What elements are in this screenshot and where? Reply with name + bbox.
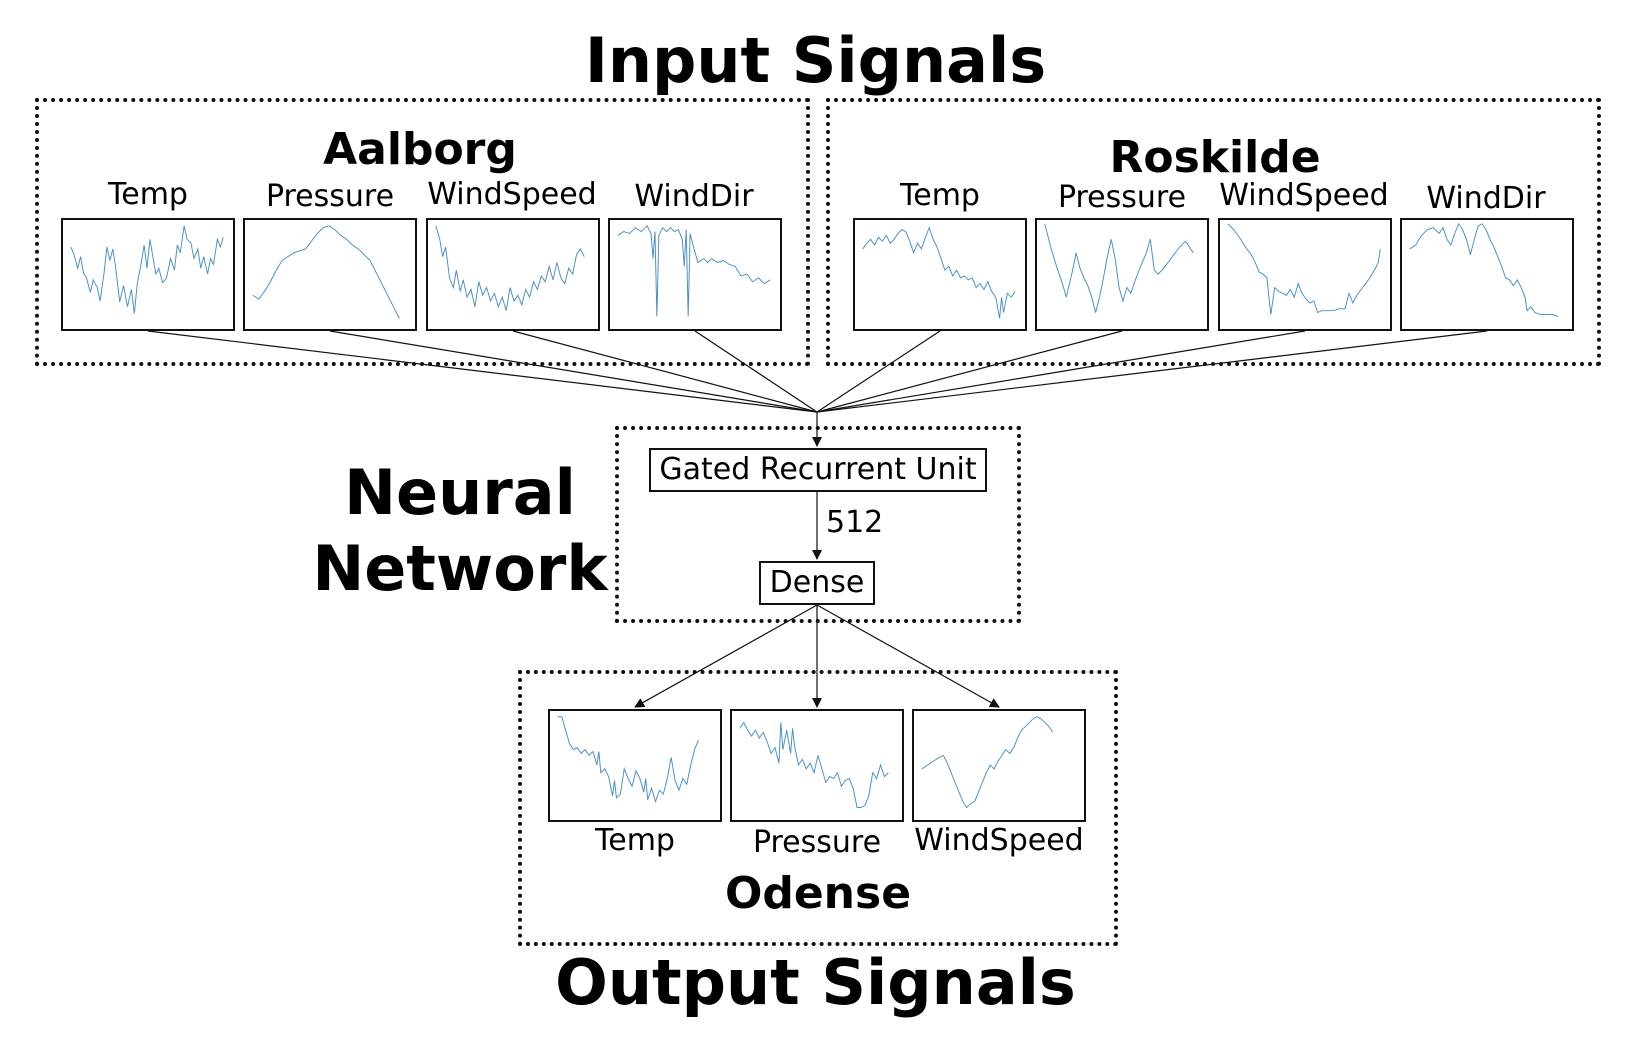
aalborg-temp-plot: [61, 218, 235, 331]
aalborg-windspeed-signal: [435, 225, 585, 311]
roskilde-pressure-label: Pressure: [1057, 180, 1187, 215]
odense-pressure-plot: [730, 709, 904, 822]
odense-name: Odense: [724, 868, 912, 919]
aalborg-winddir-label: WindDir: [634, 179, 754, 214]
odense-temp-label: Temp: [595, 823, 675, 858]
neural-network-title-line2: Network: [312, 532, 608, 605]
roskilde-pressure-signal: [1044, 223, 1194, 313]
roskilde-windspeed-plot: [1218, 218, 1392, 331]
roskilde-windspeed-label: WindSpeed: [1219, 178, 1389, 213]
odense-pressure-label: Pressure: [752, 825, 882, 860]
roskilde-winddir-plot: [1400, 218, 1574, 331]
aalborg-winddir-plot: [608, 218, 782, 331]
roskilde-winddir-label: WindDir: [1426, 181, 1546, 216]
neural-network-title-line1: Neural: [344, 456, 576, 529]
aalborg-winddir-signal: [617, 224, 771, 317]
roskilde-temp-label: Temp: [900, 178, 980, 213]
roskilde-pressure-plot: [1035, 218, 1209, 331]
odense-temp-signal: [557, 716, 699, 804]
aalborg-pressure-label: Pressure: [265, 179, 395, 214]
aalborg-temp-label: Temp: [108, 177, 188, 212]
odense-windspeed-plot: [912, 709, 1086, 822]
gru-dense-edge-label: 512: [826, 505, 884, 540]
odense-windspeed-signal: [921, 716, 1054, 809]
roskilde-temp-signal: [862, 226, 1016, 319]
neural-network-title: Neural Network: [300, 455, 620, 607]
aalborg-pressure-signal: [252, 225, 400, 319]
aalborg-windspeed-plot: [426, 218, 600, 331]
aalborg-windspeed-label: WindSpeed: [427, 177, 597, 212]
odense-temp-plot: [548, 709, 722, 822]
gru-node: Gated Recurrent Unit: [649, 448, 987, 492]
aalborg-temp-signal: [70, 225, 224, 314]
roskilde-winddir-signal: [1409, 222, 1559, 317]
input-signals-title: Input Signals: [584, 24, 1047, 97]
dense-node: Dense: [759, 561, 875, 605]
roskilde-name: Roskilde: [1109, 132, 1321, 183]
odense-windspeed-label: WindSpeed: [914, 823, 1084, 858]
output-signals-title: Output Signals: [555, 946, 1076, 1019]
odense-pressure-signal: [739, 721, 889, 808]
roskilde-windspeed-signal: [1227, 223, 1381, 315]
aalborg-pressure-plot: [243, 218, 417, 331]
aalborg-name: Aalborg: [323, 124, 517, 175]
roskilde-temp-plot: [853, 218, 1027, 331]
